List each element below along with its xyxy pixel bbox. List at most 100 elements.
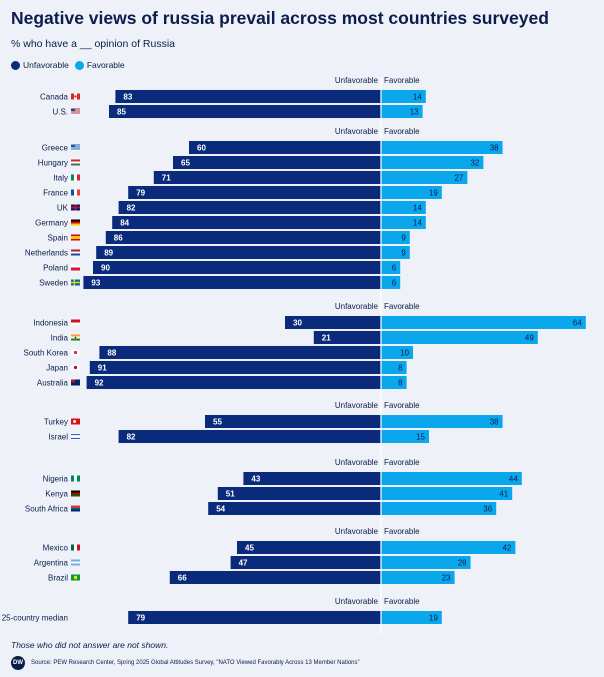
- bar-unfavorable: [205, 415, 381, 428]
- group-header-favorable: Favorable: [384, 597, 420, 606]
- bar-favorable: [381, 331, 538, 344]
- poland-flag-icon-part: [71, 264, 80, 268]
- greece-flag-icon-part: [71, 146, 80, 148]
- diverging-bar-chart: Unfavorable Favorable 83 14 Canada 85 13 U.S. Un…: [2, 76, 586, 634]
- netherlands-flag-icon: [71, 249, 80, 256]
- data-label-favorable: 9: [401, 234, 406, 243]
- argentina-flag-icon-part: [71, 559, 80, 562]
- nigeria-flag-icon-part: [77, 475, 80, 482]
- us-flag-icon-part: [71, 109, 80, 111]
- data-label-unfavorable: 47: [239, 559, 248, 568]
- uk-flag-icon: [71, 204, 80, 211]
- group-header-unfavorable: Unfavorable: [335, 527, 379, 536]
- bar-unfavorable: [313, 331, 381, 344]
- india-flag-icon-chakra: [74, 336, 77, 339]
- data-label-unfavorable: 79: [136, 614, 145, 623]
- indonesia-flag-icon-part: [71, 322, 80, 326]
- data-label-unfavorable: 43: [251, 475, 260, 484]
- bar-favorable: [381, 216, 426, 229]
- bar-unfavorable: [118, 201, 381, 214]
- group-header-favorable: Favorable: [384, 458, 420, 467]
- country-label: France: [43, 189, 68, 198]
- germany-flag-icon: [71, 219, 80, 226]
- bar-unfavorable: [112, 216, 381, 229]
- bar-unfavorable: [128, 611, 381, 624]
- bar-favorable: [381, 156, 484, 169]
- italy-flag-icon-part: [71, 174, 74, 181]
- country-label: UK: [57, 204, 69, 213]
- poland-flag-icon: [71, 264, 80, 271]
- country-label: South Korea: [24, 349, 69, 358]
- bar-unfavorable: [173, 156, 381, 169]
- bar-favorable: [381, 261, 401, 274]
- country-label: Mexico: [43, 544, 69, 553]
- data-label-favorable: 28: [458, 559, 467, 568]
- bar-favorable: [381, 361, 407, 374]
- group-header-unfavorable: Unfavorable: [335, 401, 379, 410]
- group-header-unfavorable: Unfavorable: [335, 458, 379, 467]
- data-label-favorable: 15: [416, 433, 425, 442]
- data-label-favorable: 19: [429, 189, 438, 198]
- data-label-unfavorable: 89: [104, 249, 113, 258]
- argentina-flag-icon-part: [71, 563, 80, 566]
- country-label: Spain: [48, 234, 68, 243]
- bar-favorable: [381, 276, 401, 289]
- israel-flag-icon-part: [71, 437, 80, 439]
- country-label: Japan: [46, 364, 68, 373]
- indonesia-flag-icon-part: [71, 319, 80, 323]
- brazil-flag-icon-diamond: [73, 575, 78, 580]
- bar-favorable: [381, 487, 513, 500]
- netherlands-flag-icon-part: [71, 251, 80, 254]
- data-label-unfavorable: 91: [98, 364, 107, 373]
- data-label-favorable: 10: [400, 349, 409, 358]
- netherlands-flag-icon-part: [71, 249, 80, 252]
- us-flag-icon-part: [71, 110, 80, 112]
- bar-unfavorable: [237, 541, 381, 554]
- greece-flag-icon-part: [71, 147, 80, 149]
- india-flag-icon-part: [71, 334, 80, 337]
- data-label-unfavorable: 86: [114, 234, 123, 243]
- bar-favorable: [381, 415, 503, 428]
- data-label-unfavorable: 93: [91, 279, 100, 288]
- data-label-favorable: 36: [483, 505, 492, 514]
- canada-flag-icon-part: [77, 93, 80, 100]
- south-africa-flag-icon-part: [71, 505, 80, 509]
- country-label: Nigeria: [43, 475, 69, 484]
- spain-flag-icon: [71, 234, 80, 241]
- data-label-favorable: 38: [490, 418, 499, 427]
- israel-flag-icon: [71, 433, 80, 440]
- south-africa-flag-icon: [71, 505, 80, 512]
- data-label-favorable: 27: [454, 174, 463, 183]
- bar-favorable: [381, 105, 423, 118]
- data-label-favorable: 42: [502, 544, 511, 553]
- netherlands-flag-icon-part: [71, 253, 80, 256]
- australia-flag-icon-part: [71, 379, 75, 383]
- group-header-unfavorable: Unfavorable: [335, 302, 379, 311]
- data-label-unfavorable: 82: [127, 204, 136, 213]
- greece-flag-icon: [71, 144, 80, 151]
- bar-unfavorable: [99, 346, 382, 359]
- us-flag-icon-part: [71, 113, 80, 115]
- bar-unfavorable: [208, 502, 381, 515]
- legend: Unfavorable Favorable: [11, 60, 125, 70]
- legend-swatch-unfavorable: [11, 60, 20, 70]
- bar-unfavorable: [115, 90, 382, 103]
- us-flag-icon-part: [71, 108, 80, 110]
- japan-flag-icon: [71, 364, 80, 371]
- germany-flag-icon-part: [71, 223, 80, 226]
- data-label-unfavorable: 51: [226, 490, 235, 499]
- data-label-favorable: 6: [392, 264, 397, 273]
- bar-favorable: [381, 430, 429, 443]
- country-label: Indonesia: [33, 319, 68, 328]
- poland-flag-icon-part: [71, 267, 80, 271]
- greece-flag-icon-part: [71, 144, 80, 146]
- italy-flag-icon: [71, 174, 80, 181]
- nigeria-flag-icon-part: [74, 475, 77, 482]
- country-label: Israel: [48, 433, 68, 442]
- hungary-flag-icon-part: [71, 161, 80, 164]
- india-flag-icon-part: [71, 338, 80, 341]
- country-label: U.S.: [52, 108, 68, 117]
- group-header-favorable: Favorable: [384, 527, 420, 536]
- legend-label-unfavorable: Unfavorable: [23, 60, 69, 70]
- country-label: Germany: [35, 219, 68, 228]
